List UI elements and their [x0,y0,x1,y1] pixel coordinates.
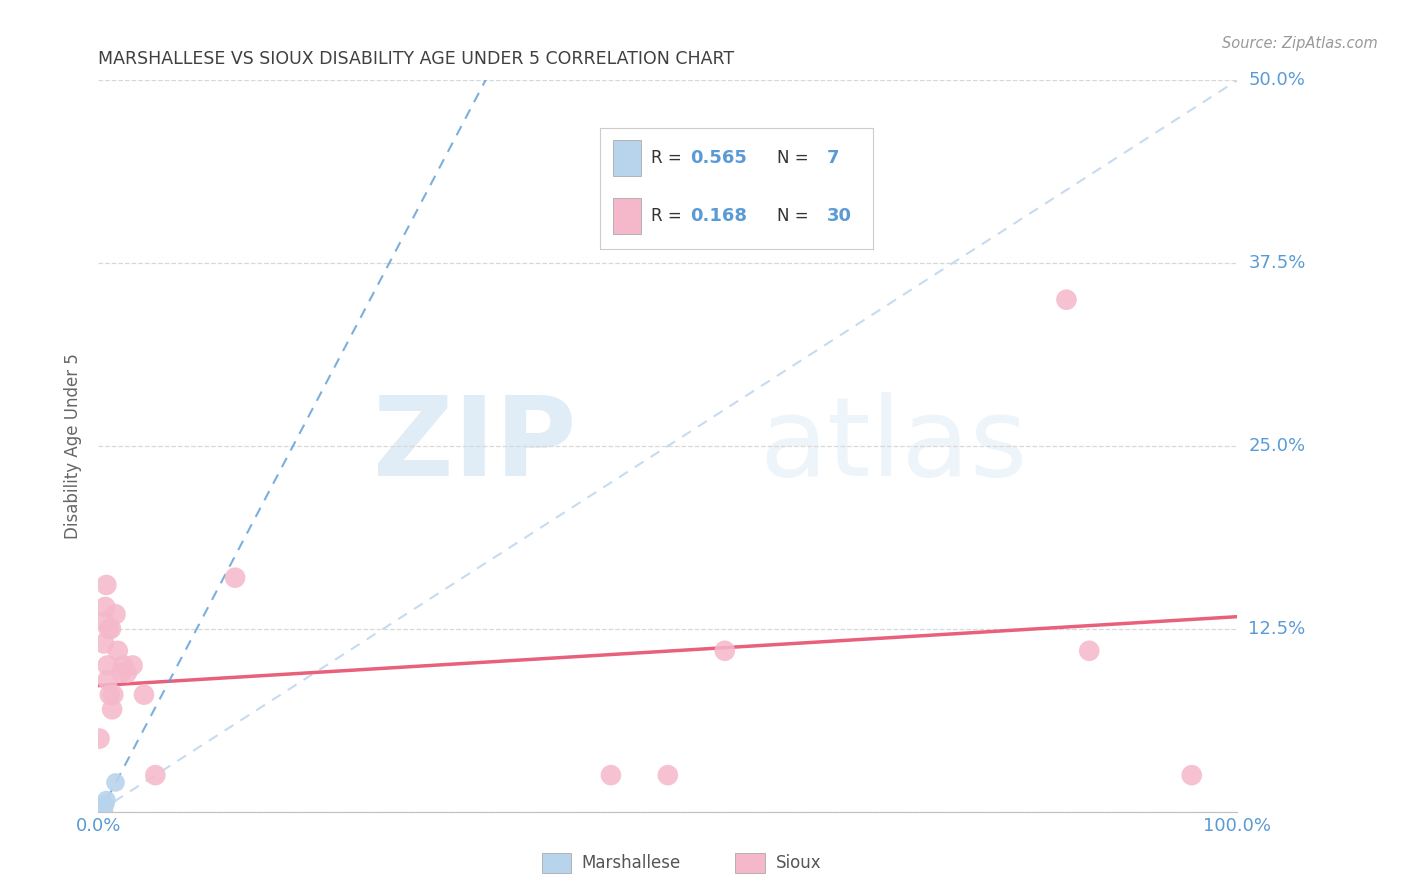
Point [104,607,127,622]
Point [93,615,115,629]
Text: N =: N = [778,149,814,167]
Point [90,805,112,819]
Point [90,802,112,816]
Text: Source: ZipAtlas.com: Source: ZipAtlas.com [1222,36,1378,51]
Point [657,768,679,782]
Text: 7: 7 [827,149,839,167]
Text: R =: R = [651,149,688,167]
Point [145,768,167,782]
Point [94,797,117,812]
Point [103,688,125,702]
Text: atlas: atlas [759,392,1028,500]
Text: 25.0%: 25.0% [1249,437,1306,455]
Text: 12.5%: 12.5% [1249,620,1306,638]
Point [1078,644,1101,658]
Point [96,793,118,807]
Point [600,768,623,782]
Point [94,599,117,614]
Point [90,805,112,819]
Point [714,644,737,658]
Point [101,702,124,716]
Point [107,644,129,658]
Point [89,731,111,746]
Text: 50.0%: 50.0% [1249,71,1305,89]
Text: 0.168: 0.168 [690,207,747,225]
Text: 37.5%: 37.5% [1249,254,1306,272]
Point [110,665,132,680]
Bar [613,140,641,176]
Text: Sioux: Sioux [776,854,821,872]
Point [89,805,111,819]
Text: ZIP: ZIP [374,392,576,500]
Point [91,800,114,814]
Point [98,688,121,702]
Point [112,658,135,673]
Bar [541,853,571,873]
Point [90,805,112,819]
Point [115,665,138,680]
Bar [735,853,765,873]
Text: N =: N = [778,207,814,225]
Point [96,658,118,673]
Point [97,622,120,636]
Text: R =: R = [651,207,688,225]
Bar [613,198,641,234]
Point [96,673,118,687]
Point [93,636,115,650]
Point [132,688,155,702]
Text: MARSHALLESE VS SIOUX DISABILITY AGE UNDER 5 CORRELATION CHART: MARSHALLESE VS SIOUX DISABILITY AGE UNDE… [98,50,734,68]
Point [1054,293,1078,307]
Y-axis label: Disability Age Under 5: Disability Age Under 5 [65,353,83,539]
Point [104,775,127,789]
Point [100,622,122,636]
Text: 0.565: 0.565 [690,149,747,167]
Point [121,658,143,673]
Text: 30: 30 [827,207,852,225]
Point [224,571,246,585]
Text: Marshallese: Marshallese [582,854,681,872]
Point [91,805,114,819]
Point [1181,768,1204,782]
Point [96,578,118,592]
